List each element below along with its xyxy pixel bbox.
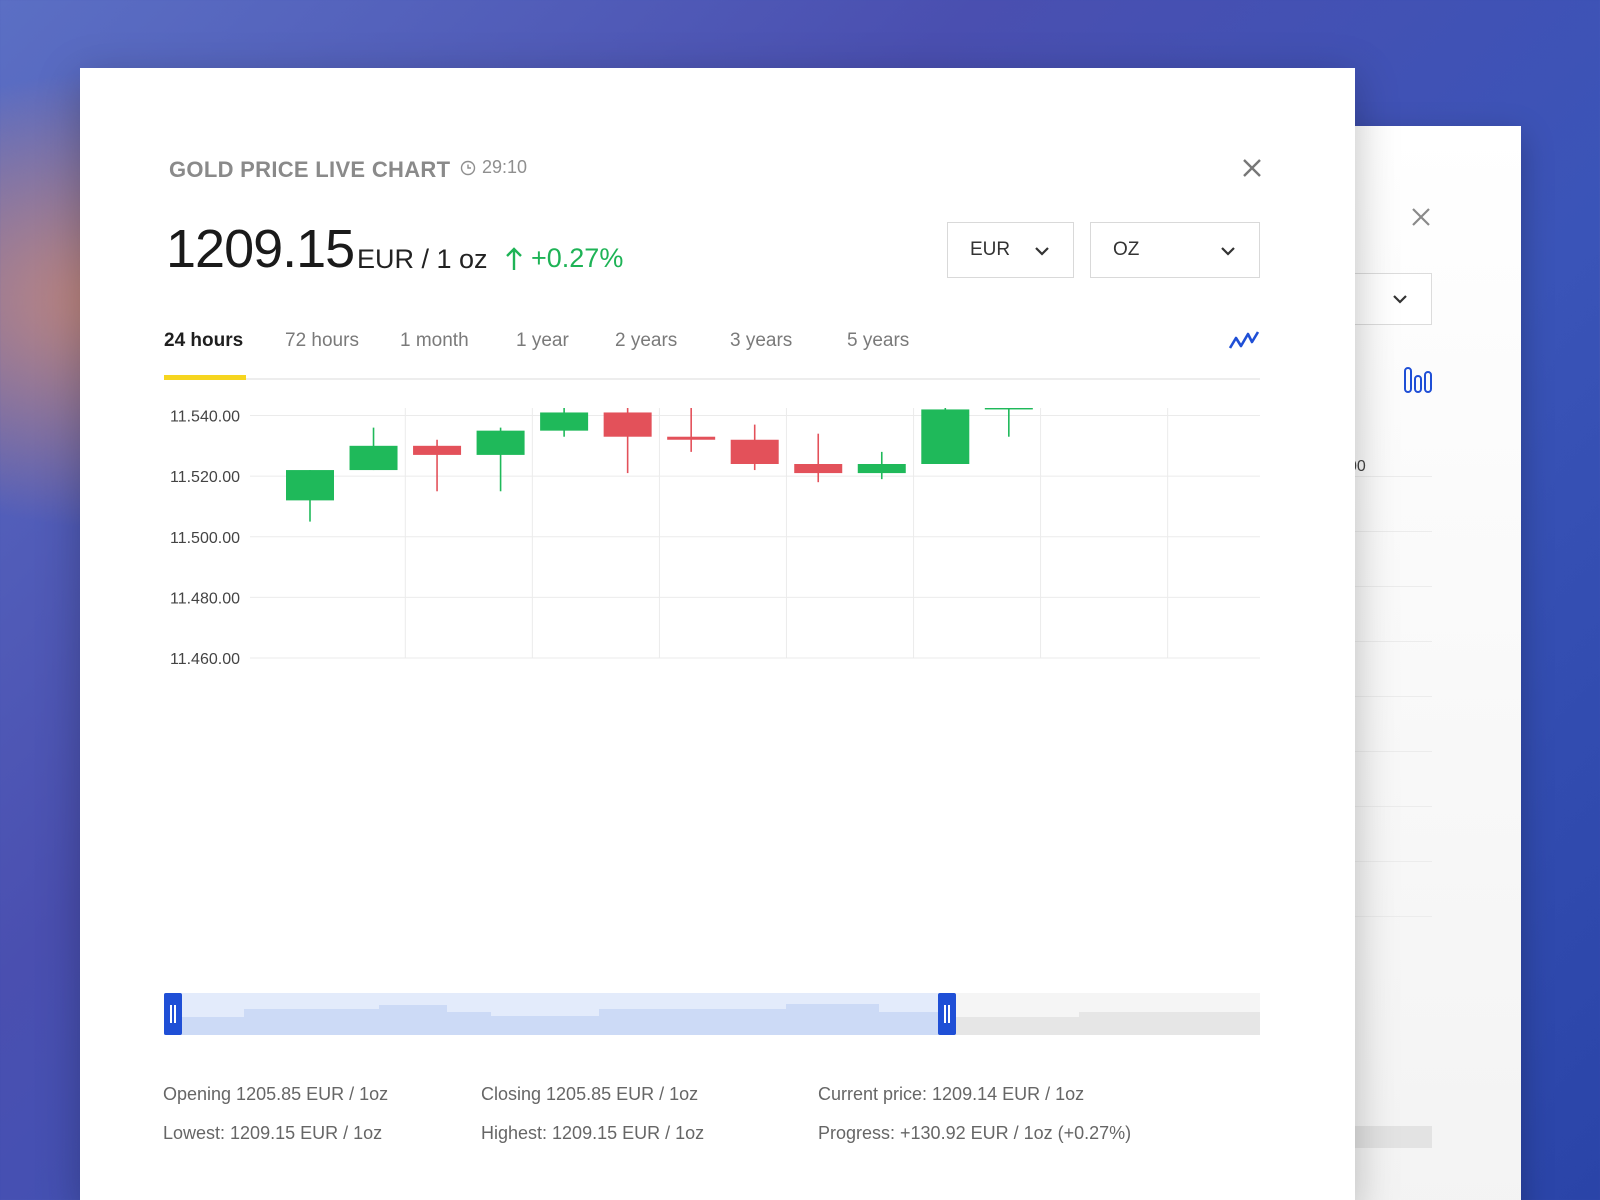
tab-1-month[interactable]: 1 month (400, 330, 469, 351)
chevron-down-icon (1035, 247, 1049, 256)
gold-price-card: GOLD PRICE LIVE CHART 29:10 1209.15 EUR … (80, 68, 1355, 1200)
tab-1-year[interactable]: 1 year (516, 330, 569, 351)
navigator-area (164, 993, 1260, 1035)
tab-3-years[interactable]: 3 years (730, 330, 793, 351)
candle-down (603, 412, 652, 437)
price-change-value: +0.27% (531, 243, 624, 273)
timer-value: 29:10 (482, 157, 528, 177)
tab-72-hours[interactable]: 72 hours (285, 330, 359, 351)
weight-select-value: OZ (1113, 239, 1140, 260)
stat-highest: Highest: 1209.15 EUR / 1oz (481, 1123, 705, 1143)
page-title: GOLD PRICE LIVE CHART (169, 157, 451, 182)
navigator-left-handle[interactable] (164, 993, 182, 1035)
y-tick-label: 11.460.00 (170, 651, 240, 668)
candle-up (349, 445, 398, 471)
candle-up (476, 430, 525, 455)
refresh-timer: 29:10 (460, 157, 527, 178)
close-icon[interactable] (1240, 156, 1264, 180)
time-range-tabs: 24 hours 72 hours 1 month 1 year 2 years… (164, 330, 1260, 380)
candlestick-chart: 11.620.0011.600.0011.580.0011.560.0011.5… (160, 146, 1351, 933)
candle-up (857, 464, 906, 474)
weight-select[interactable]: OZ (1090, 222, 1260, 278)
price-unit: EUR / 1 oz (357, 244, 488, 274)
y-tick-label: 11.500.00 (170, 530, 240, 547)
back-close-icon[interactable] (1410, 206, 1432, 228)
chevron-down-icon (1221, 247, 1235, 256)
candle-down (667, 436, 716, 440)
candle-up (984, 376, 1033, 410)
y-tick-label: 11.520.00 (170, 469, 240, 486)
tab-2-years[interactable]: 2 years (615, 330, 678, 351)
chart-svg: 11.620.0011.600.0011.580.0011.560.0011.5… (170, 146, 1351, 668)
price-change: +0.27% (505, 243, 623, 274)
stat-lowest: Lowest: 1209.15 EUR / 1oz (163, 1123, 383, 1143)
candle-up (921, 409, 970, 464)
y-tick-label: 11.540.00 (170, 409, 240, 426)
active-tab-indicator (164, 375, 246, 380)
y-tick-label: 11.480.00 (170, 590, 240, 607)
stat-current-price: Current price: 1209.14 EUR / 1oz (818, 1084, 1085, 1104)
tab-5-years[interactable]: 5 years (847, 330, 910, 351)
currency-select-value: EUR (970, 239, 1011, 260)
range-navigator[interactable] (164, 993, 1260, 1035)
currency-select[interactable]: EUR (947, 222, 1074, 278)
arrow-up-icon (506, 246, 522, 270)
bar-chart-icon[interactable] (1403, 366, 1433, 394)
stat-closing: Closing 1205.85 EUR / 1oz (481, 1084, 699, 1104)
candle-up (540, 412, 589, 431)
candle-down (794, 464, 843, 474)
chevron-down-icon (1393, 295, 1407, 304)
tab-24-hours[interactable]: 24 hours (164, 330, 244, 351)
current-price: 1209.15 (166, 219, 355, 279)
line-chart-icon[interactable] (1228, 330, 1260, 352)
clock-icon (460, 160, 476, 175)
candle-up (286, 470, 334, 501)
candle-down (730, 439, 779, 464)
stat-progress: Progress: +130.92 EUR / 1oz (+0.27%) (818, 1123, 1132, 1143)
stat-opening: Opening 1205.85 EUR / 1oz (163, 1084, 389, 1104)
candle-down (413, 445, 462, 455)
navigator-right-handle[interactable] (938, 993, 956, 1035)
